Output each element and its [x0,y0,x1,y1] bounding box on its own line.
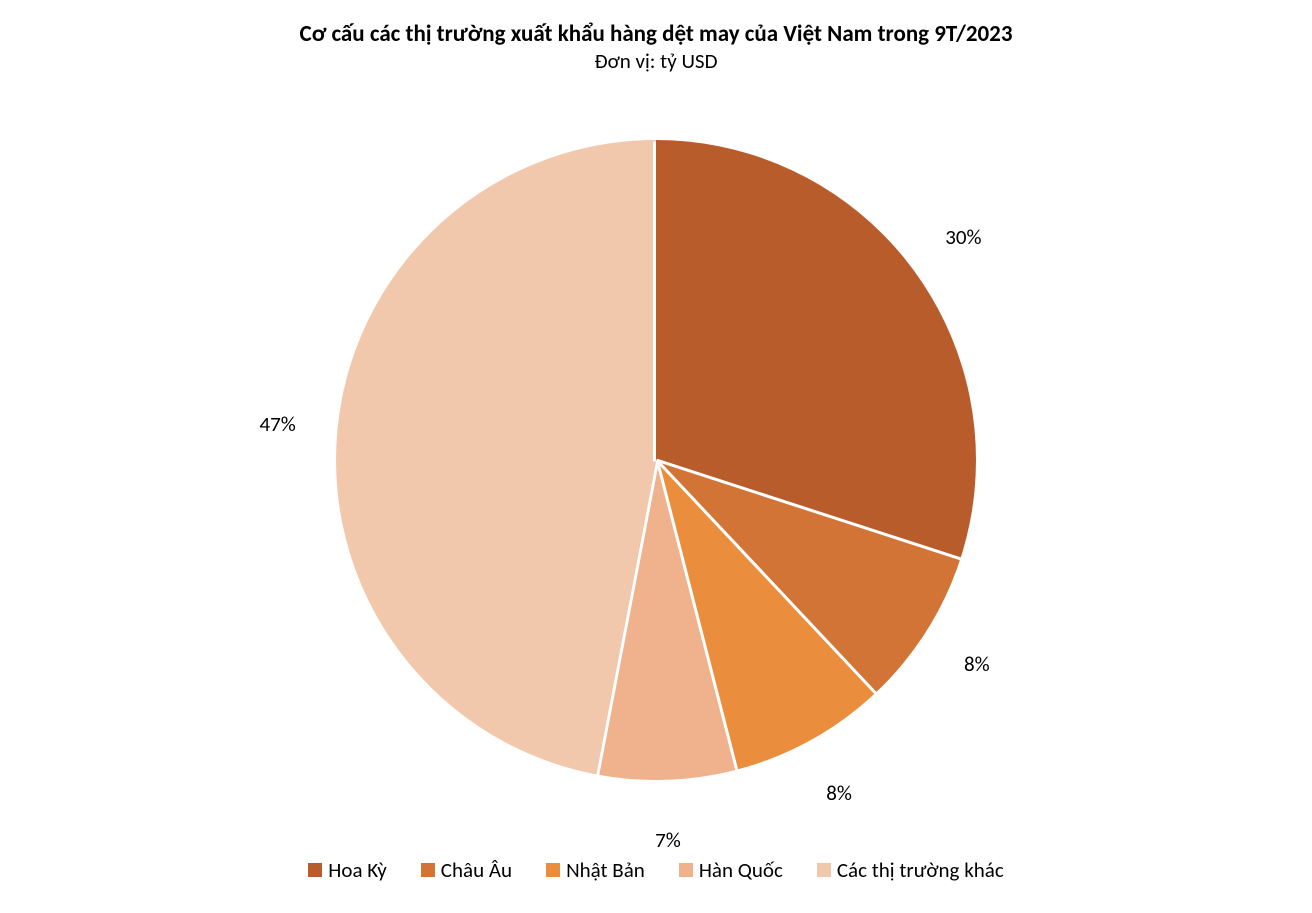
legend-swatch [308,863,322,877]
legend: Hoa Kỳ Châu Âu Nhật Bản Hàn Quốc Các thị trư… [0,857,1312,883]
chart-title: Cơ cấu các thị trường xuất khẩu hàng dệt… [0,20,1312,48]
pie-wrap [336,140,976,780]
legend-label: Các thị trường khác [837,857,1004,883]
legend-item: Hàn Quốc [679,857,783,883]
legend-swatch [679,863,693,877]
slice-separator [653,142,656,462]
data-label: 30% [945,224,981,250]
legend-label: Nhật Bản [566,857,645,883]
chart-container: Cơ cấu các thị trường xuất khẩu hàng dệt… [0,0,1312,913]
legend-swatch [421,863,435,877]
chart-subtitle: Đơn vị: tỷ USD [0,48,1312,74]
data-label: 8% [826,780,852,806]
data-label: 8% [964,651,990,677]
legend-swatch [817,863,831,877]
legend-label: Châu Âu [441,857,512,883]
legend-swatch [546,863,560,877]
title-block: Cơ cấu các thị trường xuất khẩu hàng dệt… [0,20,1312,74]
legend-item: Các thị trường khác [817,857,1004,883]
legend-label: Hoa Kỳ [328,857,387,883]
legend-item: Nhật Bản [546,857,645,883]
data-label: 47% [260,411,296,437]
legend-label: Hàn Quốc [699,857,783,883]
legend-item: Hoa Kỳ [308,857,387,883]
data-label: 7% [655,827,681,853]
legend-item: Châu Âu [421,857,512,883]
